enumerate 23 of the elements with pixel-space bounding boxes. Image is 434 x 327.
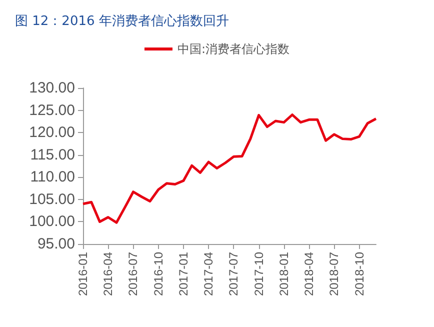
x-tick-label: 2017-04 xyxy=(202,252,216,296)
x-tick-label: 2016-10 xyxy=(151,252,166,296)
x-tick-label: 2016-07 xyxy=(126,252,140,296)
line-series xyxy=(82,113,378,224)
y-tick-label: 110.00 xyxy=(30,168,75,186)
y-tick-label: 95.00 xyxy=(37,236,75,252)
x-tick-label: 2016-01 xyxy=(76,252,90,296)
y-tick-label: 125.00 xyxy=(29,102,75,119)
x-tick-label: 2016-04 xyxy=(101,252,116,296)
y-tick-label: 130.00 xyxy=(29,80,75,96)
y-tick-label: 105.00 xyxy=(29,190,75,208)
y-tick-label: 115.00 xyxy=(30,146,75,164)
chart-title: 图 12：2016 年消费者信心指数回升 xyxy=(15,13,229,29)
y-tick-label: 100.00 xyxy=(29,213,75,230)
x-tick-label: 2018-01 xyxy=(276,252,291,296)
x-tick-label: 2017-01 xyxy=(176,252,190,296)
y-tick-label: 120.00 xyxy=(29,124,75,142)
x-tick-label: 2017-10 xyxy=(252,252,266,296)
legend-label: 中国:消费者信心指数 xyxy=(177,42,290,56)
x-tick-label: 2018-07 xyxy=(327,252,342,296)
x-tick-label: 2018-04 xyxy=(302,252,316,296)
x-tick-label: 2017-07 xyxy=(226,252,241,296)
x-tick-label: 2018-10 xyxy=(352,252,366,296)
